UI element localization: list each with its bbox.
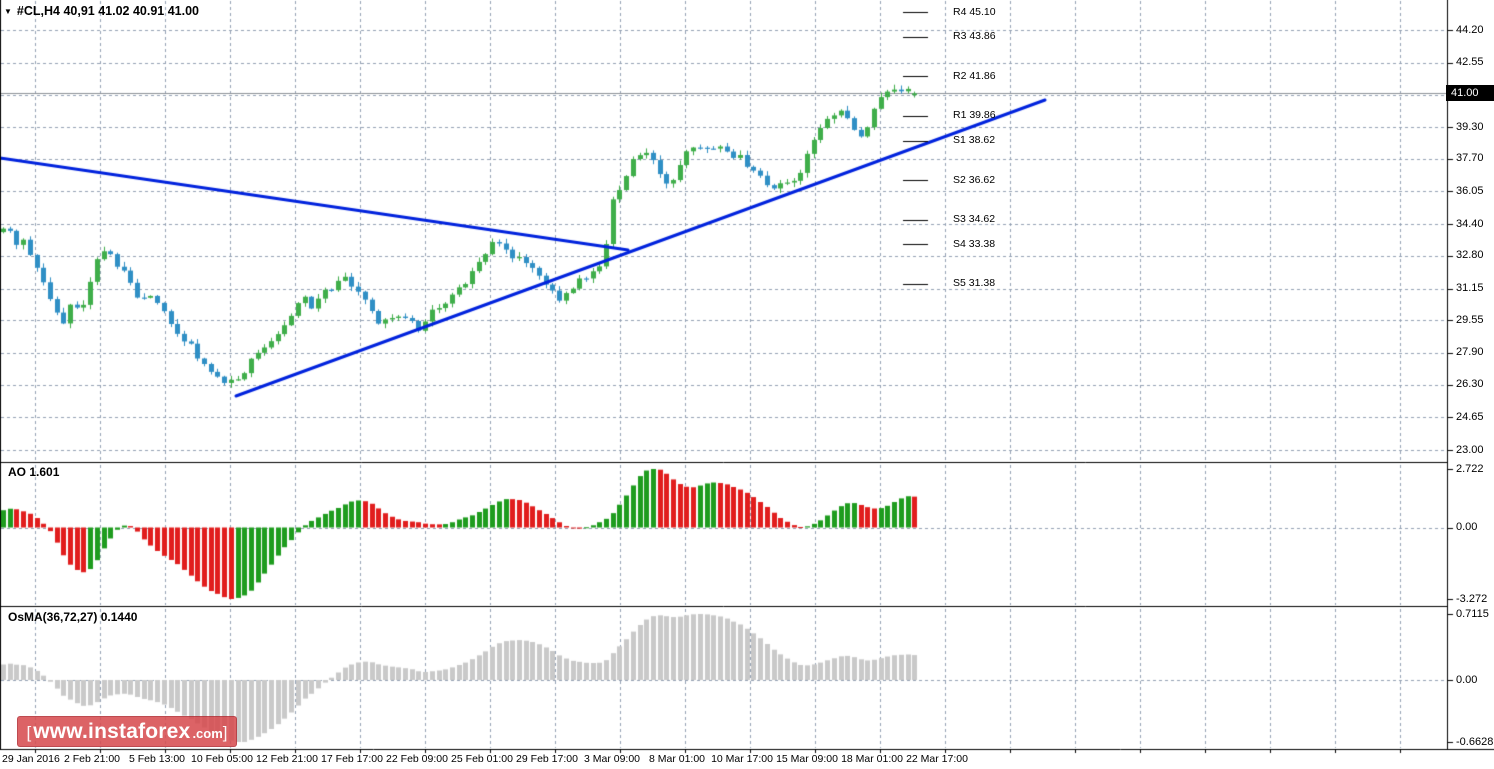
current-price-tag: 41.00 [1446,85,1494,101]
symbol-ohlc-text: #CL,H4 40,91 41.02 40.91 41.00 [16,4,200,18]
price-axis-label: 42.55 [1456,56,1484,69]
time-axis-label: 10 Feb 05:00 [191,753,253,765]
pivot-level-label: S5 31.38 [953,277,996,290]
time-axis-label: 29 Feb 17:00 [516,753,578,765]
pivot-level-label: R1 39.86 [953,109,996,122]
watermark-domain: www.instaforex [33,720,191,743]
time-axis-label: 25 Feb 01:00 [451,753,513,765]
watermark-suffix: .com [192,726,223,741]
time-axis-label: 22 Feb 09:00 [386,753,448,765]
pivot-level-label: R2 41.86 [953,69,996,82]
price-axis-label: 27.90 [1456,346,1484,359]
price-axis-label: 26.30 [1456,378,1484,391]
pivot-level-label: R4 45.10 [953,5,996,18]
price-axis-label: 29.55 [1456,313,1484,326]
time-axis-label: 2 Feb 21:00 [63,753,121,765]
osma-axis-label: 0.7115 [1456,607,1489,620]
pivot-level-label: S2 36.62 [953,173,996,186]
watermark-bracket-open: [ [26,723,32,742]
pivot-level-label: R3 43.86 [953,30,996,43]
price-axis-label: 34.40 [1456,217,1484,230]
time-axis-label: 3 Mar 09:00 [583,753,641,765]
price-axis-label: 44.20 [1456,23,1484,36]
price-axis-label: 31.15 [1456,282,1484,295]
price-axis-label: 39.30 [1456,120,1484,133]
watermark-text: [www.instaforex .com] [17,716,237,749]
instaforex-watermark: [www.instaforex .com] [17,716,237,747]
time-axis-label: 12 Feb 21:00 [256,753,318,765]
time-axis-label: 5 Feb 13:00 [128,753,186,765]
time-axis-label: 29 Jan 2016 [2,753,60,765]
osma-axis-label: 0.00 [1456,673,1478,686]
ao-indicator-label: AO 1.601 [8,465,60,479]
price-axis-label: 36.05 [1456,184,1484,197]
collapse-triangle-icon[interactable]: ▼ [4,7,12,16]
osma-indicator-label: OsMA(36,72,27) 0.1440 [8,610,138,624]
watermark-bracket-close: ] [222,723,228,742]
price-axis-label: 37.70 [1456,152,1484,165]
ao-axis-label: 2.722 [1456,462,1484,475]
time-axis-label: 18 Mar 01:00 [841,753,903,765]
time-axis-label: 15 Mar 09:00 [776,753,838,765]
ao-axis-label: -3.272 [1456,592,1488,605]
price-axis-label: 24.65 [1456,410,1484,423]
ao-axis-label: 0.00 [1456,521,1478,533]
pivot-level-label: S3 34.62 [953,213,996,226]
price-axis-label: 23.00 [1456,443,1484,456]
time-axis-label: 22 Mar 17:00 [906,753,968,765]
osma-axis-label: -0.6628 [1456,735,1494,748]
time-axis-label: 8 Mar 01:00 [648,753,706,765]
price-axis-label: 32.80 [1456,249,1484,262]
chart-title: ▼ #CL,H4 40,91 41.02 40.91 41.00 [4,4,199,18]
time-axis-label: 10 Mar 17:00 [711,753,773,765]
pivot-level-label: S4 33.38 [953,237,996,250]
time-axis-label: 17 Feb 17:00 [321,753,383,765]
pivot-level-label: S1 38.62 [953,134,996,147]
watermark-background [17,716,237,747]
